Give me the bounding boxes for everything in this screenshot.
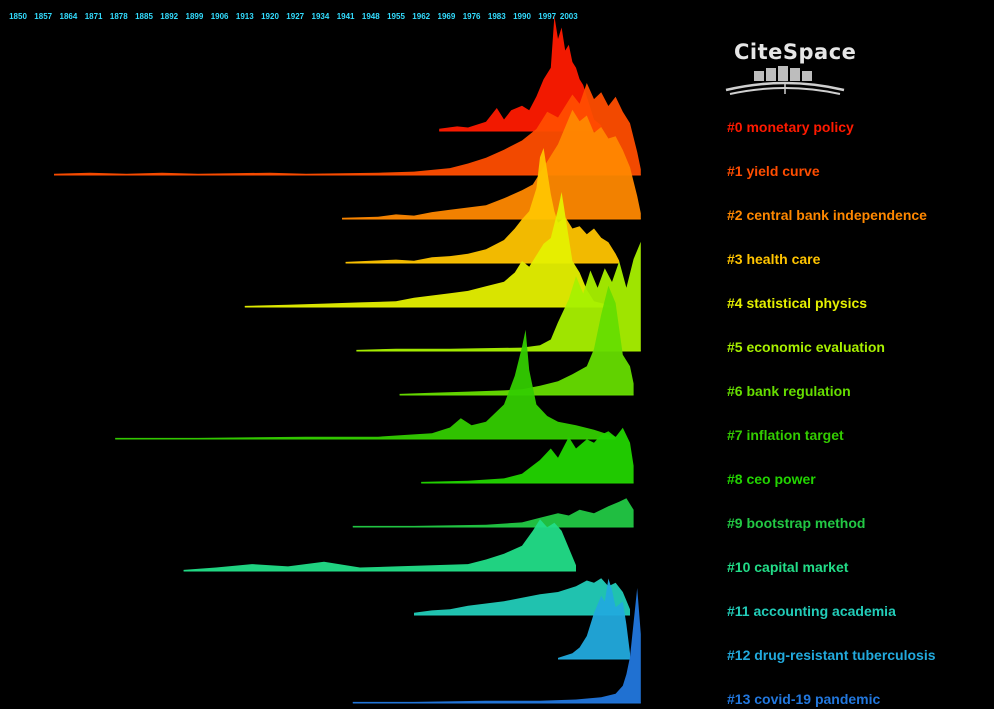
cluster-area [399, 285, 634, 395]
year-tick-label: 1857 [34, 12, 52, 21]
cluster-label[interactable]: #5 economic evaluation [727, 339, 885, 355]
year-tick-label: 1899 [186, 12, 204, 21]
year-tick-label: 1878 [110, 12, 128, 21]
cluster-label[interactable]: #13 covid-19 pandemic [727, 691, 881, 707]
cluster-timelines [54, 16, 641, 704]
cluster-label[interactable]: #11 accounting academia [727, 603, 896, 619]
year-tick-label: 1927 [286, 12, 304, 21]
year-tick-label: 1941 [337, 12, 355, 21]
cluster-label[interactable]: #12 drug-resistant tuberculosis [727, 647, 936, 663]
year-tick-label: 2003 [560, 12, 578, 21]
year-tick-label: 1997 [538, 12, 556, 21]
cluster-area [345, 148, 620, 263]
year-tick-label: 1885 [135, 12, 153, 21]
cluster-label[interactable]: #1 yield curve [727, 163, 820, 179]
year-tick-label: 1969 [438, 12, 456, 21]
cluster-label[interactable]: #9 bootstrap method [727, 515, 865, 531]
year-tick-label: 1990 [513, 12, 531, 21]
cluster-label[interactable]: #0 monetary policy [727, 119, 854, 135]
year-tick-label: 1983 [488, 12, 506, 21]
year-axis: 1850 1857 1864 1871 1878 1885 1892 1899 1906 1913… [9, 12, 578, 21]
cluster-area [183, 519, 576, 571]
citespace-logo [725, 66, 845, 95]
year-tick-label: 1913 [236, 12, 254, 21]
cluster-area [414, 578, 630, 615]
cluster-area [352, 498, 634, 527]
cluster-area [115, 329, 616, 439]
year-tick-label: 1934 [312, 12, 330, 21]
cluster-label[interactable]: #8 ceo power [727, 471, 816, 487]
logo-wordmark: CiteSpace [734, 40, 857, 64]
year-tick-label: 1955 [387, 12, 405, 21]
cluster-label[interactable]: #10 capital market [727, 559, 849, 575]
cluster-label[interactable]: #4 statistical physics [727, 295, 867, 311]
cluster-labels: #0 monetary policy #1 yield curve #2 centr… [727, 119, 936, 707]
year-tick-label: 1892 [160, 12, 178, 21]
year-tick-label: 1948 [362, 12, 380, 21]
year-tick-label: 1850 [9, 12, 27, 21]
cluster-area [342, 109, 641, 219]
year-tick-label: 1962 [412, 12, 430, 21]
year-tick-label: 1864 [60, 12, 78, 21]
cluster-area [558, 578, 630, 659]
year-tick-label: 1871 [85, 12, 103, 21]
cluster-label[interactable]: #6 bank regulation [727, 383, 851, 399]
cluster-area [244, 192, 613, 307]
year-tick-label: 1920 [261, 12, 279, 21]
year-tick-label: 1906 [211, 12, 229, 21]
cluster-label[interactable]: #2 central bank independence [727, 207, 927, 223]
cluster-label[interactable]: #7 inflation target [727, 427, 844, 443]
cluster-area [439, 16, 602, 131]
cluster-label[interactable]: #3 health care [727, 251, 821, 267]
year-tick-label: 1976 [463, 12, 481, 21]
cluster-area [356, 241, 641, 351]
cluster-area [421, 427, 634, 483]
